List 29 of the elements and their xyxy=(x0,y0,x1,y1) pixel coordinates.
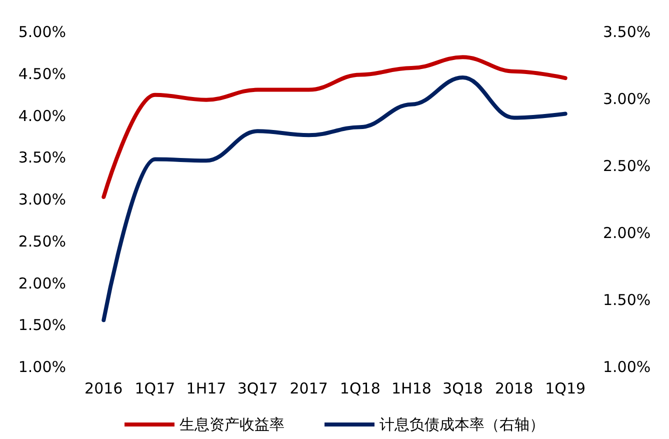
y-tick-label: 5.00% xyxy=(18,23,66,41)
y-tick-label: 3.00% xyxy=(18,190,66,208)
x-tick-label: 1H17 xyxy=(186,380,226,398)
y2-tick-label: 1.50% xyxy=(603,291,651,309)
y-tick-label: 4.50% xyxy=(18,64,66,83)
x-tick-label: 2017 xyxy=(290,380,328,398)
y2-tick-label: 2.00% xyxy=(603,224,651,242)
y-tick-label: 1.00% xyxy=(18,358,66,376)
x-tick-label: 2016 xyxy=(84,380,123,398)
x-tick-label: 1Q19 xyxy=(545,380,586,398)
x-tick-label: 2018 xyxy=(494,380,534,398)
y2-tick-label: 2.50% xyxy=(603,157,651,175)
y-tick-label: 2.50% xyxy=(18,232,66,250)
line-series xyxy=(102,76,568,322)
y-tick-label: 2.00% xyxy=(18,274,66,292)
y2-tick-label: 1.00% xyxy=(603,358,651,376)
x-tick-label: 1Q18 xyxy=(340,380,380,398)
legend-label: 计息负债成本率（右轴） xyxy=(380,416,544,434)
y-tick-label: 3.50% xyxy=(18,148,66,167)
x-tick-label: 3Q18 xyxy=(442,380,483,398)
y2-tick-label: 3.50% xyxy=(603,23,651,41)
y-tick-label: 4.00% xyxy=(18,106,66,125)
legend-label: 生息资产收益率 xyxy=(180,416,284,434)
y2-tick-label: 3.00% xyxy=(603,90,651,108)
x-tick-label: 3Q17 xyxy=(237,380,278,398)
line-series xyxy=(102,55,568,199)
y-tick-label: 1.50% xyxy=(18,316,66,334)
x-tick-label: 1Q17 xyxy=(134,380,176,398)
x-tick-label: 1H18 xyxy=(391,380,432,398)
